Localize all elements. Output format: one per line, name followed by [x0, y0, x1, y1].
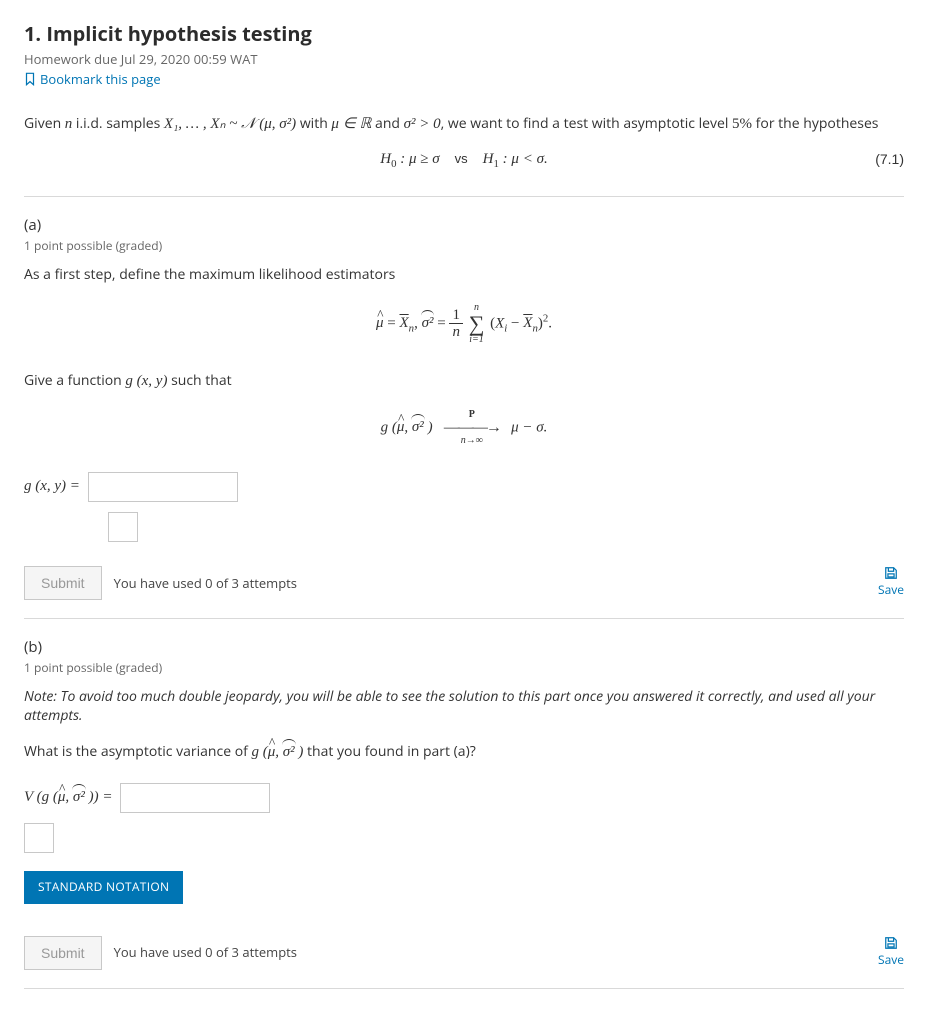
part-a-points: 1 point possible (graded) [24, 238, 904, 255]
equation-number: (7.1) [875, 150, 904, 170]
attempts-text: You have used 0 of 3 attempts [114, 574, 297, 592]
give-function-text: Give a function g (x, y) such that [24, 371, 904, 392]
save-button[interactable]: Save [878, 566, 904, 599]
page-title: 1. Implicit hypothesis testing [24, 20, 904, 48]
part-b-status-box [24, 823, 54, 853]
divider [24, 196, 904, 197]
part-b-answer-row: V (g (μ, σ² )) = [24, 783, 904, 813]
standard-notation-button[interactable]: STANDARD NOTATION [24, 871, 183, 904]
mle-equation: μ = Xn, σ² = 1n n∑i=1 (Xi − Xn)2. [24, 303, 904, 345]
part-b-note: Note: To avoid too much double jeopardy,… [24, 687, 904, 726]
part-a-submit-row: Submit You have used 0 of 3 attempts Sav… [24, 566, 904, 600]
intro-text: Given n i.i.d. samples X₁, … , Xₙ ~ 𝒩 (μ… [24, 114, 904, 135]
variance-input[interactable] [120, 783, 270, 813]
save-label: Save [878, 582, 904, 599]
save-label: Save [878, 952, 904, 969]
convergence-equation: g (μ, σ² ) P ———→ n→∞ μ − σ. [24, 410, 904, 446]
submit-button[interactable]: Submit [24, 566, 102, 600]
hypotheses-equation: H0 : μ ≥ σ vs H1 : μ < σ. (7.1) [24, 149, 904, 170]
gxy-input[interactable] [88, 472, 238, 502]
bookmark-link[interactable]: Bookmark this page [24, 70, 161, 88]
bookmark-icon [24, 72, 36, 86]
bookmark-label: Bookmark this page [40, 70, 161, 88]
attempts-text: You have used 0 of 3 attempts [114, 943, 297, 961]
answer-label-v: V (g (μ, σ² )) = [24, 787, 112, 808]
part-b-points: 1 point possible (graded) [24, 660, 904, 677]
part-a-lead: As a first step, define the maximum like… [24, 265, 904, 285]
part-a-status-box [108, 512, 138, 542]
part-b-submit-row: Submit You have used 0 of 3 attempts Sav… [24, 936, 904, 970]
answer-label-gxy: g (x, y) = [24, 476, 80, 497]
due-date: Homework due Jul 29, 2020 00:59 WAT [24, 50, 904, 68]
submit-button[interactable]: Submit [24, 936, 102, 970]
save-icon [884, 566, 898, 580]
save-icon [884, 936, 898, 950]
part-a-label: (a) [24, 215, 904, 236]
save-button[interactable]: Save [878, 936, 904, 969]
divider [24, 618, 904, 619]
part-a-answer-row: g (x, y) = [24, 472, 904, 502]
part-b-question: What is the asymptotic variance of g (μ,… [24, 742, 904, 763]
divider [24, 988, 904, 989]
part-b-label: (b) [24, 637, 904, 658]
